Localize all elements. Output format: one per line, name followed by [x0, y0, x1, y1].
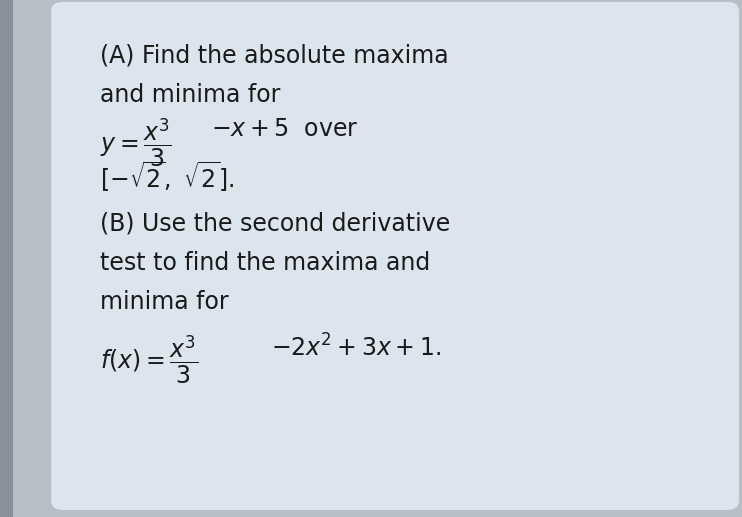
- Text: (B) Use the second derivative: (B) Use the second derivative: [100, 212, 450, 236]
- Text: $f(x) = \dfrac{x^3}{3}$: $f(x) = \dfrac{x^3}{3}$: [100, 333, 198, 386]
- Bar: [0, 0, 13, 517]
- Text: $- x + 5$  over: $- x + 5$ over: [211, 117, 359, 141]
- Text: $- 2x^2 + 3x + 1.$: $- 2x^2 + 3x + 1.$: [271, 334, 441, 362]
- Text: $[-\sqrt{2},\ \sqrt{2}].$: $[-\sqrt{2},\ \sqrt{2}].$: [100, 160, 234, 194]
- Text: $y = \dfrac{x^3}{3}$: $y = \dfrac{x^3}{3}$: [100, 116, 172, 169]
- Text: test to find the maxima and: test to find the maxima and: [100, 251, 430, 275]
- Text: minima for: minima for: [100, 290, 229, 313]
- Text: and minima for: and minima for: [100, 83, 280, 107]
- Text: (A) Find the absolute maxima: (A) Find the absolute maxima: [100, 44, 449, 68]
- FancyBboxPatch shape: [52, 3, 738, 509]
